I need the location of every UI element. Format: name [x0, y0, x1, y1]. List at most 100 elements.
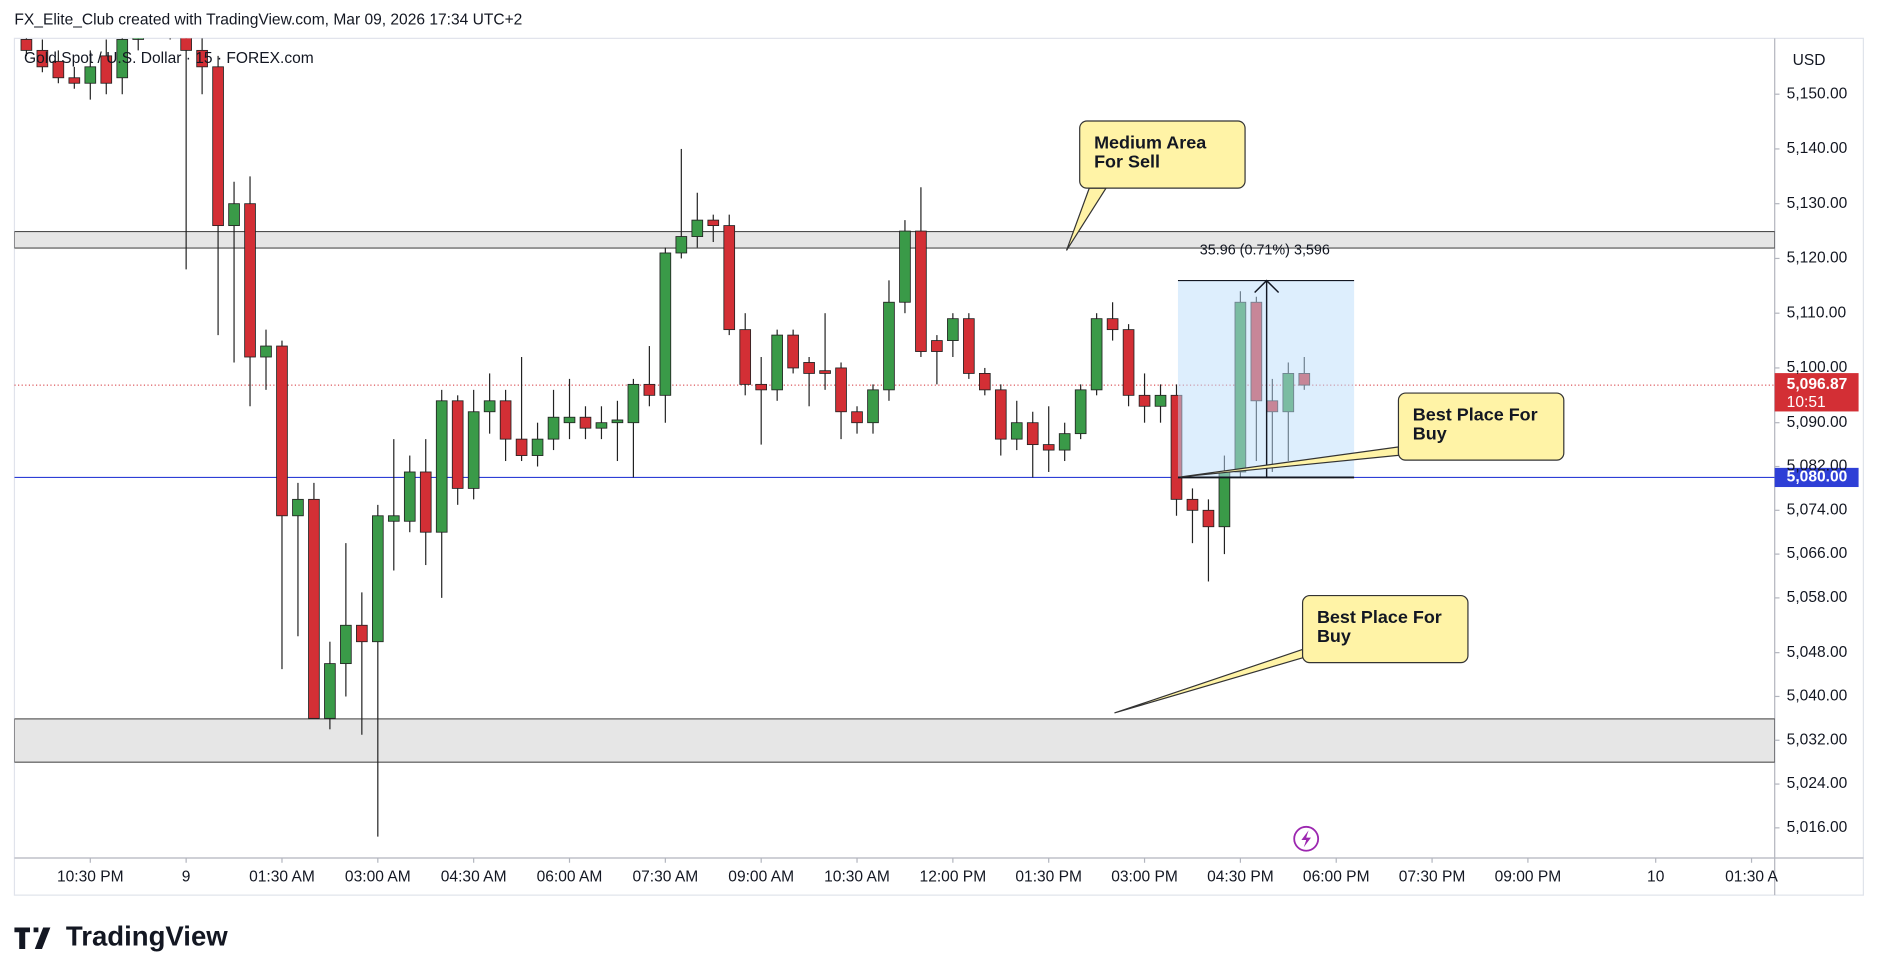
x-tick-label: 03:00 AM	[345, 868, 411, 885]
candle-body	[419, 471, 432, 533]
candle-body	[100, 55, 113, 84]
candle-body	[244, 203, 256, 358]
candle-body	[659, 252, 672, 396]
candle-body	[931, 340, 943, 352]
candle-body	[372, 515, 384, 643]
candle-body	[467, 411, 480, 489]
callout-box	[1301, 594, 1469, 664]
y-tick-label: 5,040.00	[1787, 688, 1848, 705]
candle-body	[1058, 433, 1071, 451]
candle-body	[867, 389, 879, 424]
candle-body	[451, 400, 464, 489]
measure-label: 35.96 (0.71%) 3,596	[1200, 242, 1330, 258]
candle-body	[963, 318, 975, 374]
zone	[14, 718, 1775, 763]
x-tick-label: 10:30 AM	[824, 868, 890, 885]
candle-body	[1138, 394, 1151, 407]
frame	[13, 37, 1864, 896]
candle-body	[324, 663, 336, 719]
candle-body	[1074, 389, 1087, 435]
x-tick-label: 07:30 PM	[1399, 868, 1466, 885]
x-tick-label: 07:30 AM	[632, 868, 698, 885]
x-tick-label: 9	[182, 868, 191, 885]
candle-body	[387, 515, 400, 522]
candle-body	[979, 373, 991, 391]
event-bolt	[1301, 830, 1311, 848]
x-tick-label: 06:00 AM	[537, 868, 603, 885]
candle-body	[68, 77, 81, 84]
x-tick-label: 10:30 PM	[57, 868, 124, 885]
candle-body	[835, 367, 847, 413]
x-tick-label: 04:30 PM	[1207, 868, 1274, 885]
candle-body	[1106, 318, 1119, 331]
y-tick-label: 5,090.00	[1787, 414, 1848, 431]
logo: TradingView	[14, 921, 228, 952]
currency: USD	[1793, 52, 1826, 69]
callout-text: Buy	[1317, 626, 1351, 646]
candle-body	[1154, 394, 1167, 407]
x-tick-label: 01:30 A	[1725, 868, 1778, 885]
candle-body	[771, 334, 783, 391]
callout-text: Buy	[1413, 424, 1447, 444]
candle-body	[196, 49, 208, 68]
candle-body	[707, 219, 720, 227]
logo-icon	[14, 927, 51, 950]
last-price-box	[1774, 373, 1859, 412]
measure-arrow	[1254, 279, 1280, 478]
candle-body	[435, 400, 448, 533]
credit: FX_Elite_Club created with TradingView.c…	[14, 11, 522, 28]
candle-body	[579, 416, 592, 429]
y-tick-label: 5,120.00	[1787, 250, 1848, 267]
brand: TradingView	[66, 921, 228, 952]
candle-body	[563, 416, 576, 424]
x-tick-label: 12:00 PM	[920, 868, 987, 885]
chart-title: Gold Spot / U.S. Dollar · 15 · FOREX.com	[24, 50, 314, 67]
candle-body	[260, 345, 272, 358]
candle-body	[212, 66, 224, 227]
y-tick-label: 5,150.00	[1787, 85, 1848, 102]
candle-body	[52, 60, 65, 79]
y-tick-label: 5,048.00	[1787, 644, 1848, 661]
candle-body	[1122, 329, 1135, 396]
x-tick-label: 09:00 AM	[728, 868, 794, 885]
candle-body	[675, 236, 688, 254]
x-tick-label: 10	[1647, 868, 1665, 885]
y-tick-label: 5,066.00	[1787, 545, 1848, 562]
candle-body	[228, 203, 240, 227]
candle-body	[787, 334, 799, 369]
candle-body	[723, 225, 736, 331]
callout-text: Best Place For	[1413, 405, 1538, 425]
candle-body	[1090, 318, 1103, 391]
candle-body	[403, 471, 416, 522]
y-tick-label: 5,016.00	[1787, 819, 1848, 836]
candle-body	[36, 49, 49, 68]
candle-body	[547, 416, 560, 440]
overlay: Gold Spot / U.S. Dollar · 15 · FOREX.com…	[24, 50, 1859, 852]
y-tick-label: 5,024.00	[1787, 775, 1848, 792]
candle-body	[515, 438, 528, 456]
candle-body	[84, 66, 97, 84]
candle-body	[915, 230, 927, 352]
candle-body	[1010, 422, 1023, 440]
x-tick-label: 09:00 PM	[1495, 868, 1562, 885]
hline-box	[1774, 467, 1859, 488]
candle-body	[595, 422, 608, 429]
y-tick-label: 5,130.00	[1787, 195, 1848, 212]
candle-body	[340, 624, 352, 665]
candle-body	[947, 318, 959, 341]
candle-body	[819, 370, 831, 374]
x-tick-label: 03:00 PM	[1111, 868, 1178, 885]
x-tick-label: 06:00 PM	[1303, 868, 1370, 885]
candle-body	[643, 383, 656, 396]
candle-body	[1042, 444, 1055, 451]
countdown: 10:51	[1787, 394, 1826, 411]
y-tick-label: 5,082.00	[1787, 458, 1848, 475]
callout-box	[1397, 392, 1565, 461]
candle-body	[20, 39, 33, 51]
y-tick-label: 5,140.00	[1787, 140, 1848, 157]
